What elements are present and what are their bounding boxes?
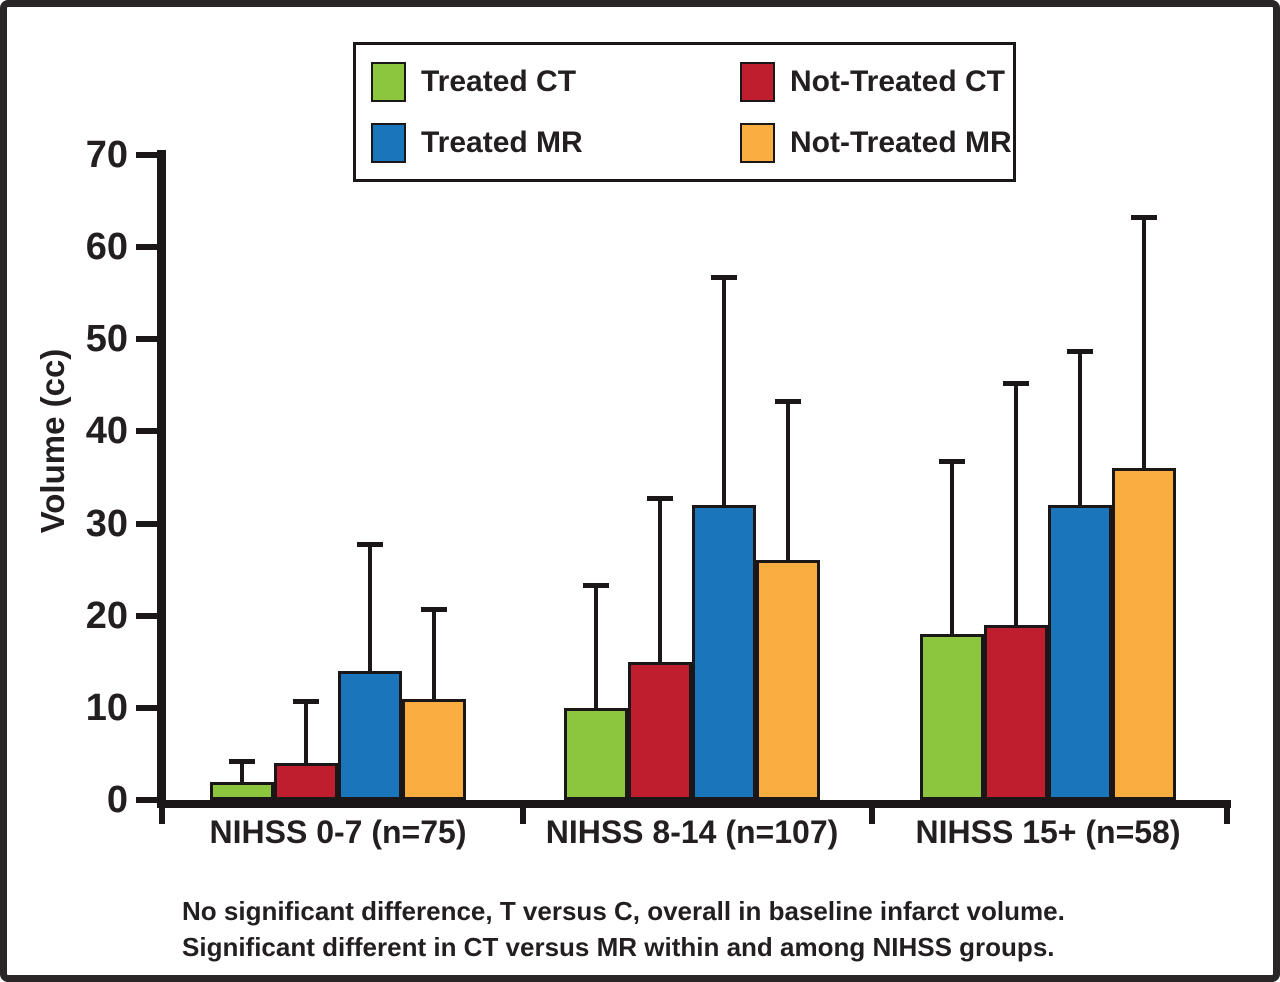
legend-item-not-treated-mr: Not-Treated MR [740,122,1013,163]
error-bar-line [1142,214,1146,472]
error-bar-cap [293,698,319,704]
y-tick-label: 0 [106,779,128,821]
bar-treated-mr-group1 [338,671,402,800]
footnote-line-1: No significant difference, T versus C, o… [182,896,1065,926]
error-bar-line [304,698,308,767]
y-tick [136,152,157,158]
y-axis-line [157,150,166,808]
error-bar-cap [421,606,447,612]
y-tick-label: 10 [85,686,128,729]
error-bar-line [658,495,662,665]
x-category-label: NIHSS 0-7 (n=75) [209,814,467,850]
x-tick [158,806,165,824]
error-bar-line [432,606,436,702]
bar-not-treated-ct-group3 [984,624,1048,800]
error-bar-line [1078,348,1082,509]
y-tick-label: 40 [85,410,128,453]
x-category-label: NIHSS 8-14 (n=107) [545,814,839,850]
error-bar-cap [647,495,673,501]
error-bar-line [950,459,954,638]
y-tick [136,244,157,251]
legend-label: Treated MR [421,125,583,159]
legend-box: Treated CT Not-Treated CT Treated MR Not… [353,42,1016,182]
x-category-label: NIHSS 15+ (n=58) [915,814,1181,850]
legend-label: Not-Treated MR [790,125,1012,159]
x-tick [1224,806,1230,824]
legend-item-not-treated-ct: Not-Treated CT [740,61,1013,102]
bar-treated-ct-group3 [920,634,984,800]
x-tick [520,806,526,824]
x-tick [869,806,875,824]
y-tick-label: 20 [85,594,128,637]
bar-not-treated-ct-group2 [628,661,692,800]
y-tick-label: 30 [85,502,128,545]
error-bar-cap [583,583,609,589]
not-treated-mr-swatch-icon [740,122,775,163]
bar-not-treated-ct-group1 [274,763,338,800]
bar-not-treated-mr-group2 [756,560,820,800]
bar-treated-ct-group1 [210,781,274,800]
x-axis-line [157,800,1231,808]
legend-label: Treated CT [421,64,577,98]
bar-treated-ct-group2 [564,707,628,800]
error-bar-cap [1131,214,1157,220]
error-bar-cap [939,459,965,465]
y-tick [136,336,157,343]
legend-label: Not-Treated CT [790,64,1006,98]
bar-treated-mr-group3 [1048,505,1112,800]
y-tick [136,520,157,527]
bar-not-treated-mr-group1 [402,698,466,800]
error-bar-line [368,542,372,674]
bar-treated-mr-group2 [692,505,756,800]
error-bar-line [240,758,244,785]
error-bar-cap [357,542,383,547]
y-tick-label: 60 [85,226,128,269]
treated-ct-swatch-icon [371,61,406,102]
y-tick [136,428,157,435]
legend-item-treated-mr: Treated MR [371,122,740,163]
error-bar-cap [1067,348,1093,354]
error-bar-line [1014,380,1018,628]
y-tick-label: 50 [85,318,128,361]
treated-mr-swatch-icon [371,122,406,163]
y-tick [136,612,157,619]
y-tick [136,797,157,803]
error-bar-line [594,583,598,711]
error-bar-cap [711,274,737,280]
y-tick [136,704,157,711]
error-bar-line [786,399,790,564]
not-treated-ct-swatch-icon [740,61,775,102]
footnote-line-2: Significant different in CT versus MR wi… [182,932,1055,962]
error-bar-cap [775,399,801,405]
bar-not-treated-mr-group3 [1112,468,1176,800]
error-bar-cap [229,758,255,764]
error-bar-line [722,274,726,509]
y-tick-label: 70 [85,134,128,176]
legend-item-treated-ct: Treated CT [371,61,740,102]
error-bar-cap [1003,380,1029,386]
